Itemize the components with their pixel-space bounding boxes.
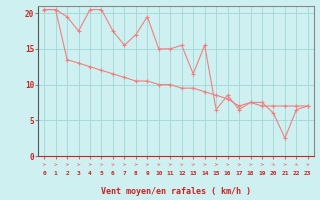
X-axis label: Vent moyen/en rafales ( km/h ): Vent moyen/en rafales ( km/h )	[101, 187, 251, 196]
